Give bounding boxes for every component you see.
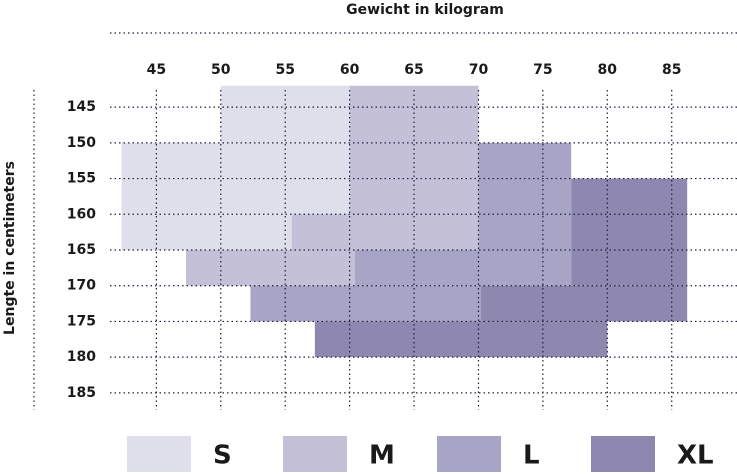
x-tick-label: 60 xyxy=(340,62,360,78)
size-region xyxy=(481,285,688,322)
y-tick-label: 170 xyxy=(67,278,96,294)
size-region xyxy=(291,214,350,250)
x-tick-label: 55 xyxy=(275,62,294,78)
x-axis-title: Gewicht in kilogram xyxy=(346,2,504,18)
legend-label: M xyxy=(369,441,395,471)
y-tick-label: 165 xyxy=(67,242,96,258)
x-tick-label: 65 xyxy=(404,62,423,78)
x-tick-label: 80 xyxy=(598,62,618,78)
size-region xyxy=(250,285,482,322)
legend-label: L xyxy=(523,441,540,471)
legend-swatch xyxy=(127,436,191,472)
y-tick-label: 155 xyxy=(67,171,96,187)
y-tick-label: 150 xyxy=(67,135,96,151)
size-region xyxy=(314,321,608,358)
y-tick-label: 175 xyxy=(67,313,96,329)
size-region xyxy=(121,214,292,250)
y-tick-label: 145 xyxy=(67,99,96,115)
y-axis-title: Lengte in centimeters xyxy=(2,161,18,335)
size-region xyxy=(220,85,350,143)
legend-swatch xyxy=(283,436,347,472)
y-tick-label: 160 xyxy=(67,206,96,222)
legend-swatch xyxy=(437,436,501,472)
size-region xyxy=(186,250,355,286)
x-tick-label: 75 xyxy=(533,62,552,78)
y-tick-label: 185 xyxy=(67,385,96,401)
size-region xyxy=(354,250,479,286)
x-tick-label: 50 xyxy=(211,62,231,78)
legend-swatch xyxy=(591,436,655,472)
legend-label: S xyxy=(213,441,232,471)
x-tick-label: 70 xyxy=(469,62,489,78)
x-tick-label: 85 xyxy=(662,62,681,78)
y-tick-label: 180 xyxy=(67,349,96,365)
legend-label: XL xyxy=(677,441,714,471)
x-tick-label: 45 xyxy=(147,62,166,78)
size-region xyxy=(571,178,688,286)
